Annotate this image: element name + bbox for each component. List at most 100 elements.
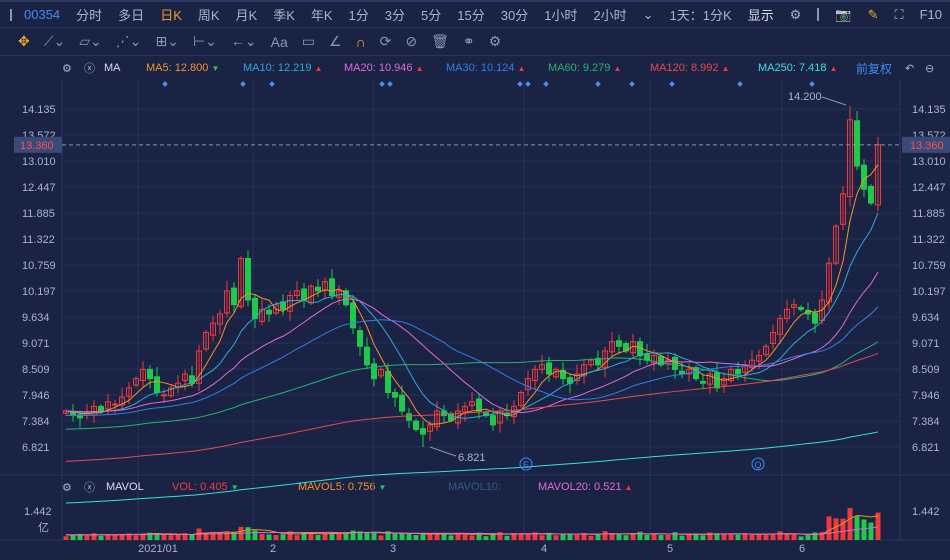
- move-icon[interactable]: ✥: [18, 33, 30, 49]
- candle: [238, 257, 244, 308]
- angle-icon[interactable]: ∠: [329, 33, 342, 49]
- vol-unit: 亿: [38, 521, 49, 534]
- polyline-tool-icon[interactable]: ▱⌄: [79, 33, 102, 49]
- mavol10-value: MAVOL10:: [448, 481, 501, 493]
- candle: [777, 318, 783, 335]
- y-tick-left: 7.946: [22, 390, 50, 402]
- vol-indicator-name[interactable]: MAVOL: [106, 481, 144, 493]
- candle: [798, 306, 804, 310]
- chevron-down-icon[interactable]: ⌄: [642, 6, 654, 22]
- line-tool-icon[interactable]: ⟋⌄: [43, 33, 66, 49]
- volume-bar: [672, 532, 678, 540]
- period-tab[interactable]: 多日: [118, 8, 145, 23]
- candle: [105, 401, 111, 410]
- volume-bar: [294, 535, 300, 540]
- close-icon[interactable]: ⓧ: [84, 482, 95, 494]
- period-tab[interactable]: 30分: [500, 8, 529, 23]
- y-tick-left: 10.759: [22, 260, 56, 272]
- magnet-icon[interactable]: ∩: [355, 33, 366, 50]
- candle: [784, 308, 790, 320]
- y-tick-left: 9.634: [22, 312, 50, 324]
- volume-bar: [231, 531, 237, 540]
- candle: [427, 424, 433, 432]
- candle: [77, 414, 83, 419]
- y-tick-right: 10.759: [912, 260, 946, 272]
- period-tab[interactable]: 15分: [457, 8, 485, 23]
- volume-bar: [420, 534, 426, 540]
- adjust-button[interactable]: 前复权: [856, 61, 893, 76]
- settings-icon[interactable]: ⚙: [488, 33, 502, 49]
- volume-bar: [350, 530, 356, 540]
- wave-tool-icon[interactable]: ⋰⌄: [115, 33, 142, 49]
- period-tab[interactable]: 日K: [160, 8, 182, 23]
- sync-icon[interactable]: ⟳: [379, 33, 392, 49]
- period-tab[interactable]: 1分: [348, 8, 369, 23]
- candle: [301, 288, 307, 301]
- y-tick-left: 8.509: [22, 364, 50, 376]
- period-tab[interactable]: 月K: [235, 8, 258, 23]
- gear-icon[interactable]: ⚙: [789, 6, 802, 22]
- period-tab[interactable]: 年K: [310, 8, 333, 23]
- measure-tool-icon[interactable]: ⊢⌄: [192, 33, 217, 49]
- candle: [546, 362, 552, 375]
- camera-icon[interactable]: 📷: [835, 6, 852, 22]
- arrow-tool-icon[interactable]: ←⌄: [230, 33, 257, 49]
- candle: [343, 290, 349, 306]
- volume-bar: [224, 531, 230, 540]
- fullscreen-icon[interactable]: ⛶: [894, 6, 904, 22]
- stock-code[interactable]: 00354: [24, 7, 61, 22]
- hide-icon[interactable]: ⊘: [405, 33, 418, 49]
- volume-bar: [203, 533, 209, 540]
- period-tab[interactable]: 周K: [197, 8, 220, 23]
- comment-icon[interactable]: ▭: [301, 33, 315, 49]
- period-tab[interactable]: 5分: [421, 8, 442, 23]
- y-tick-left: 13.010: [22, 156, 56, 168]
- volume-bar: [679, 535, 685, 540]
- volume-bar: [784, 534, 790, 540]
- close-icon[interactable]: ⓧ: [84, 63, 95, 75]
- volume-bar: [315, 534, 321, 540]
- period-tab[interactable]: 2小时: [593, 8, 627, 23]
- candle: [161, 394, 167, 397]
- display-select[interactable]: 显示: [747, 8, 774, 23]
- volume-bar: [546, 532, 552, 540]
- indicator-name[interactable]: MA: [104, 62, 121, 74]
- event-label: Q: [754, 460, 761, 470]
- volume-bar: [791, 534, 797, 540]
- range-select[interactable]: 1天：1分K: [669, 8, 732, 23]
- compare-icon[interactable]: ⚭: [462, 33, 475, 49]
- period-tab[interactable]: 1小时: [544, 8, 578, 23]
- ma-line-120: [65, 352, 879, 462]
- ma-legend-item: MA250: 7.418 ▲: [758, 62, 838, 74]
- volume-bar: [798, 536, 804, 540]
- candle: [630, 341, 636, 354]
- text-tool-icon[interactable]: Aa: [270, 33, 288, 50]
- period-tab[interactable]: 分时: [76, 8, 103, 23]
- candle: [791, 304, 797, 308]
- period-tab[interactable]: 3分: [384, 8, 406, 23]
- zoom-out-icon[interactable]: ⊖: [925, 62, 935, 75]
- sidebar-toggle-icon[interactable]: [10, 8, 12, 21]
- y-tick-right: 11.885: [912, 208, 945, 220]
- candle: [525, 378, 531, 391]
- undo-icon[interactable]: ↶: [905, 62, 915, 75]
- period-tab[interactable]: 季K: [273, 8, 295, 23]
- f10-button[interactable]: F10: [919, 7, 942, 22]
- pencil-icon[interactable]: ✎: [867, 6, 879, 22]
- volume-bar: [742, 533, 748, 540]
- box-icon[interactable]: [817, 8, 820, 21]
- trash-icon[interactable]: 🗑: [431, 33, 449, 49]
- gear-icon[interactable]: ⚙: [62, 481, 72, 494]
- candle: [399, 394, 405, 412]
- gear-icon[interactable]: ⚙: [62, 62, 72, 75]
- volume-bar: [140, 533, 146, 540]
- candle: [595, 357, 601, 366]
- fib-tool-icon[interactable]: ⊞⌄: [155, 33, 179, 49]
- candle: [168, 387, 174, 397]
- ma-legend-item: MA20: 10.946 ▲: [344, 62, 424, 74]
- event-marker: [269, 81, 275, 87]
- volume-bar: [658, 535, 664, 540]
- candle: [203, 331, 209, 350]
- candle: [588, 359, 594, 366]
